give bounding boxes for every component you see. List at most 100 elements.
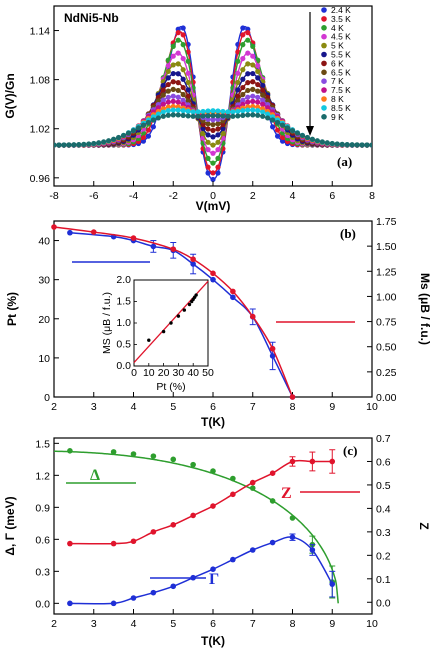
data-point xyxy=(120,132,127,139)
b-xtick-label: 2 xyxy=(51,401,57,413)
data-point xyxy=(269,539,276,546)
legend-marker xyxy=(321,105,327,111)
inset-xtick-label: 40 xyxy=(187,367,199,379)
data-point xyxy=(165,81,171,88)
c-right-ytick-label: 0.2 xyxy=(376,550,391,562)
data-point xyxy=(101,139,107,145)
data-point xyxy=(96,140,102,146)
legend-label: 7 K xyxy=(331,76,344,86)
data-point xyxy=(240,42,246,48)
data-point xyxy=(160,109,166,115)
data-point xyxy=(235,70,241,76)
data-point xyxy=(190,461,196,468)
data-point xyxy=(170,43,176,49)
a-ytick-label: 1.08 xyxy=(30,75,51,87)
data-point xyxy=(240,67,246,73)
series-line xyxy=(69,536,333,605)
data-point xyxy=(210,566,216,572)
inset-data-point xyxy=(161,329,166,334)
inset-ytick-label: 1.0 xyxy=(116,317,131,329)
y-axis-label-c-right: Z xyxy=(417,522,431,529)
data-point xyxy=(180,25,186,31)
data-point xyxy=(200,113,206,119)
data-point xyxy=(245,94,251,100)
data-point xyxy=(200,121,206,128)
data-point xyxy=(210,113,216,119)
data-point xyxy=(155,115,161,121)
data-point xyxy=(205,164,211,170)
data-point xyxy=(205,155,211,161)
a-xtick-label: -2 xyxy=(169,190,178,202)
data-point xyxy=(170,522,177,528)
data-point xyxy=(354,142,360,148)
data-point xyxy=(56,142,62,148)
inset-x-label: Pt (%) xyxy=(156,381,185,393)
data-point xyxy=(255,81,261,88)
data-point xyxy=(240,108,246,114)
data-point xyxy=(205,139,211,145)
data-point xyxy=(175,112,181,118)
data-point xyxy=(130,451,137,457)
c-left-ytick-label: 0.3 xyxy=(35,566,50,578)
data-point xyxy=(210,117,216,123)
data-point xyxy=(309,547,316,553)
data-point xyxy=(235,58,241,64)
c-right-ytick-label: 0.0 xyxy=(376,597,391,609)
data-point xyxy=(284,125,291,131)
c-left-ytick-label: 0.6 xyxy=(35,534,50,546)
panel-label-b: (b) xyxy=(340,226,356,241)
series-4p5K xyxy=(54,50,372,156)
data-point xyxy=(106,138,112,144)
data-point xyxy=(150,589,157,596)
b-left-ytick-label: 40 xyxy=(38,236,50,248)
data-point xyxy=(329,140,335,147)
data-point xyxy=(170,246,177,252)
b-xtick-label: 3 xyxy=(91,401,97,413)
data-point xyxy=(180,112,186,118)
data-point xyxy=(66,142,72,148)
legend-marker xyxy=(321,42,327,49)
a-ytick-label: 0.96 xyxy=(30,173,51,185)
inset-data-point xyxy=(147,338,151,342)
c-xtick-label: 3 xyxy=(91,618,97,630)
c-xtick-label: 5 xyxy=(170,618,176,630)
data-point xyxy=(180,42,186,48)
legend-label: 8 K xyxy=(331,94,344,104)
data-point xyxy=(130,235,137,241)
a-xtick-label: 2 xyxy=(250,190,256,202)
data-point xyxy=(140,122,147,128)
data-point xyxy=(170,62,176,68)
data-point xyxy=(250,62,256,68)
data-point xyxy=(200,125,206,132)
data-point xyxy=(210,108,216,114)
c-right-ytick-label: 0.3 xyxy=(376,527,391,539)
data-point xyxy=(235,108,241,114)
data-point xyxy=(309,458,316,465)
data-point xyxy=(255,99,261,105)
data-point xyxy=(155,105,161,111)
y-axis-label-b-left: Pt (%) xyxy=(5,292,19,326)
c-left-ytick-label: 1.5 xyxy=(35,438,50,450)
data-point xyxy=(245,107,251,113)
data-point xyxy=(76,142,82,148)
data-point xyxy=(250,70,256,77)
data-point xyxy=(274,127,281,133)
c-xtick-label: 7 xyxy=(250,618,256,630)
data-point xyxy=(190,512,196,519)
data-point xyxy=(180,67,186,73)
data-point xyxy=(195,113,201,119)
data-point xyxy=(249,485,256,491)
data-point xyxy=(185,79,191,86)
data-point xyxy=(289,394,296,400)
data-point xyxy=(67,448,73,454)
data-point xyxy=(250,43,256,49)
inset-xtick-label: 30 xyxy=(173,367,185,379)
data-point xyxy=(90,229,97,235)
c-right-ytick-label: 0.4 xyxy=(376,503,391,515)
inset-xtick-label: 20 xyxy=(158,367,170,379)
data-point xyxy=(135,125,142,131)
c-right-ytick-label: 0.7 xyxy=(376,433,391,445)
legend-label: 3.5 K xyxy=(331,14,351,24)
data-point xyxy=(130,595,137,601)
data-point xyxy=(170,456,177,463)
